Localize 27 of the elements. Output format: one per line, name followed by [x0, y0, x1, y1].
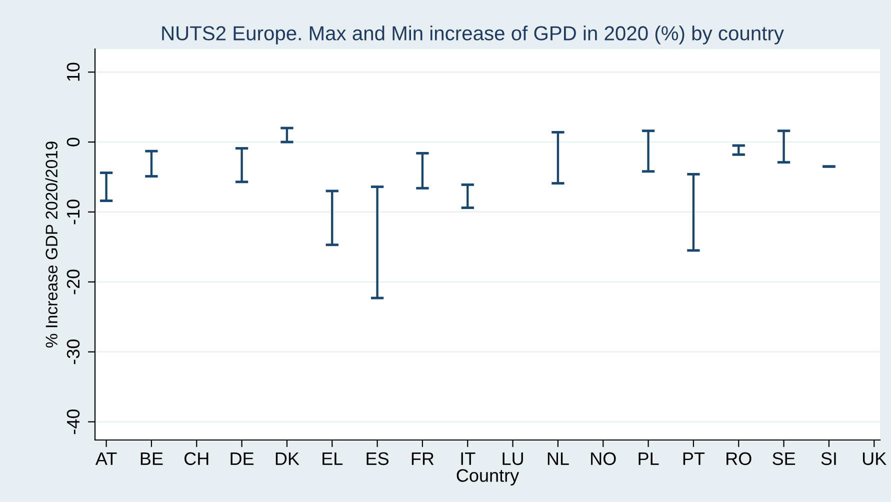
- x-tick-label: NO: [591, 452, 616, 466]
- x-tick-label: NL: [548, 452, 569, 465]
- x-tick-label: IT: [461, 452, 476, 465]
- x-tick-label: BE: [140, 452, 163, 465]
- y-tick-label: -30: [66, 340, 80, 364]
- y-tick-label: -20: [66, 270, 80, 294]
- x-tick-label: DE: [230, 452, 254, 465]
- y-axis-title: % Increase GDP 2020/2019: [45, 142, 58, 348]
- y-tick-label: 0: [66, 138, 80, 146]
- y-tick-label: -10: [66, 200, 80, 224]
- x-tick-label: EL: [322, 452, 343, 465]
- x-tick-label: AT: [95, 452, 117, 465]
- y-tick-label: 10: [66, 62, 80, 81]
- x-tick-label: PL: [638, 452, 659, 465]
- x-tick-label: DK: [276, 452, 300, 465]
- x-tick-label: CH: [184, 452, 208, 466]
- x-tick-label: ES: [366, 452, 389, 466]
- x-tick-label: SE: [772, 452, 796, 466]
- x-tick-label: RO: [726, 452, 752, 466]
- y-tick-label: -40: [66, 409, 80, 434]
- x-tick-label: PT: [683, 452, 705, 465]
- x-tick-label: FR: [412, 452, 434, 465]
- chart-title: NUTS2 Europe. Max and Min increase of GPD in 2020 (%) by country: [162, 26, 784, 44]
- x-axis-title: Country: [456, 469, 520, 486]
- x-tick-label: UK: [862, 452, 886, 466]
- x-tick-label: LU: [502, 452, 523, 466]
- x-tick-label: SI: [821, 452, 836, 466]
